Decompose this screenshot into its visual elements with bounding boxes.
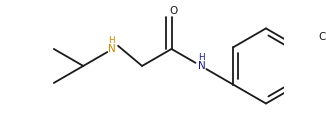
Text: Cl: Cl xyxy=(318,32,326,42)
Text: N: N xyxy=(108,44,116,54)
Text: H: H xyxy=(109,36,115,45)
Text: N: N xyxy=(198,61,206,71)
Text: H: H xyxy=(199,53,205,62)
Text: O: O xyxy=(169,6,177,16)
